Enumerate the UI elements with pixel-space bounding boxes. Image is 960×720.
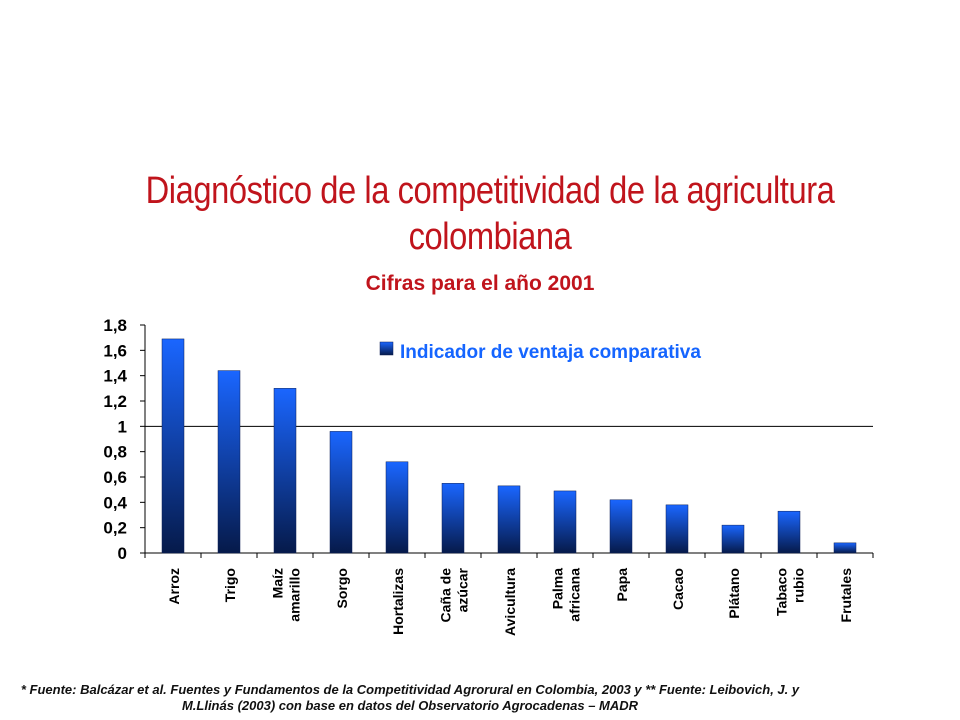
x-category-label: Hortalizas [390, 568, 406, 635]
bar [777, 510, 801, 554]
slide-subtitle: Cifras para el año 2001 [365, 272, 595, 295]
y-tick-label: 0,6 [103, 468, 127, 487]
y-tick-label: 0,4 [103, 493, 127, 512]
y-tick-label: 1,8 [103, 316, 127, 335]
x-category-label: Sorgo [334, 568, 350, 608]
x-category-label: Palma [550, 568, 566, 609]
bar [497, 485, 521, 554]
bar [721, 524, 745, 554]
x-category-label: Plátano [726, 568, 742, 619]
bar [833, 542, 857, 554]
y-tick-label: 1,4 [103, 367, 127, 386]
y-tick-label: 1,2 [103, 392, 127, 411]
y-tick-label: 1,6 [103, 341, 127, 360]
chart-bars [161, 338, 857, 554]
chart-legend: Indicador de ventaja comparativa [379, 341, 701, 363]
x-category-label: amarillo [287, 568, 303, 622]
y-tick-label: 0,8 [103, 443, 127, 462]
x-category-label: Tabaco [774, 568, 790, 616]
x-category-label: africana [567, 568, 583, 622]
bar [273, 388, 297, 554]
x-category-label: Arroz [166, 568, 182, 605]
bar [609, 499, 633, 554]
x-category-label: Trigo [222, 568, 238, 602]
legend-swatch [379, 341, 394, 356]
legend-label: Indicador de ventaja comparativa [400, 342, 701, 363]
slide-title: Diagnóstico de la competitividad de la a… [145, 170, 835, 258]
y-tick-label: 1 [118, 417, 127, 436]
chart-category-labels: Arroz Trigo Maíz amarillo Sorgo Hortalizas Cañ… [166, 567, 854, 636]
bar [217, 370, 241, 554]
y-tick-label: 0,2 [103, 519, 127, 538]
bar [161, 338, 185, 554]
bar [553, 490, 577, 554]
bar-chart: 0 0,2 0,4 0,6 0,8 1 1,2 1,4 1,6 1,8 Arroz Trigo Maí… [103, 316, 874, 636]
x-category-label: rubio [791, 568, 807, 603]
bar [385, 461, 409, 554]
x-category-label: Cacao [670, 568, 686, 610]
chart-axes: 0 0,2 0,4 0,6 0,8 1 1,2 1,4 1,6 1,8 [103, 316, 874, 563]
x-category-label: Frutales [838, 568, 854, 623]
y-tick-label: 0 [118, 544, 127, 563]
x-category-label: Avicultura [502, 568, 518, 636]
bar [665, 504, 689, 554]
x-category-label: azúcar [455, 567, 471, 612]
bar [329, 431, 353, 554]
x-category-label: Caña de [438, 568, 454, 623]
bar [441, 483, 465, 554]
x-category-label: Maíz [270, 568, 286, 598]
x-category-label: Papa [614, 568, 630, 602]
source-footnote: * Fuente: Balcázar et al. Fuentes y Fund… [20, 682, 800, 713]
